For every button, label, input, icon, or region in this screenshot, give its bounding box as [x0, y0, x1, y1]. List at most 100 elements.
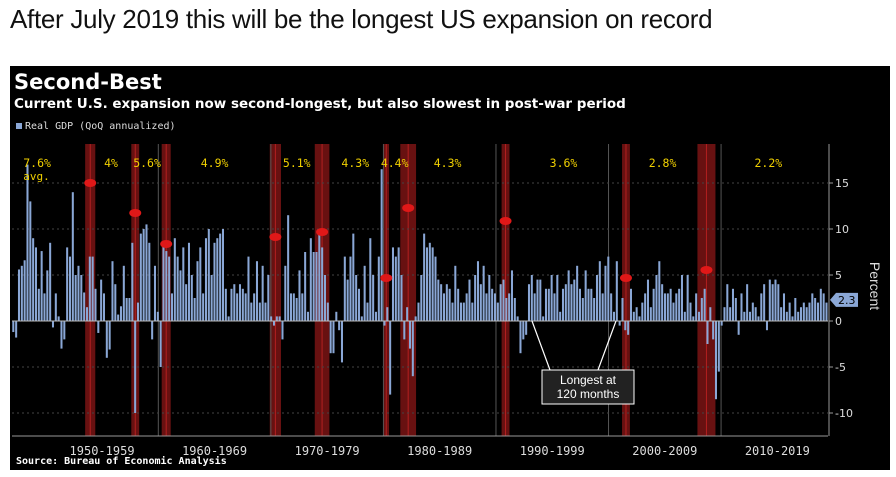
gdp-bar [187, 242, 190, 321]
gdp-bar [780, 307, 783, 321]
gdp-bar [139, 233, 142, 321]
gdp-bar [162, 242, 165, 321]
gdp-bar [618, 321, 621, 326]
gdp-bar [63, 321, 66, 340]
recession-marker [129, 209, 142, 217]
gdp-bar [196, 261, 199, 321]
gdp-bar [134, 321, 137, 413]
gdp-bar [258, 302, 261, 321]
gdp-bar [527, 284, 530, 321]
gdp-bar [805, 307, 808, 321]
gdp-bar [363, 265, 366, 321]
gdp-bar [153, 265, 156, 321]
gdp-bar [763, 284, 766, 321]
gdp-bar [615, 261, 618, 321]
gdp-bar [207, 229, 210, 321]
gdp-bar [706, 321, 709, 344]
gdp-bar [264, 302, 267, 321]
gdp-bar [230, 288, 233, 321]
gdp-bar [635, 307, 638, 321]
gdp-bar [544, 288, 547, 321]
headline: After July 2019 this will be the longest… [10, 4, 713, 34]
gdp-bar [210, 275, 213, 321]
gdp-bar [250, 302, 253, 321]
gdp-bar [255, 261, 258, 321]
gdp-bar [445, 284, 448, 321]
recession-marker [402, 204, 415, 212]
gdp-bar [496, 302, 499, 321]
gdp-bar [505, 298, 508, 321]
gdp-bar [369, 238, 372, 321]
gdp-bar [590, 288, 593, 321]
gdp-bar [66, 247, 69, 321]
legend-label: Real GDP (QoQ annualized) [25, 121, 176, 132]
gdp-bar [190, 275, 193, 321]
gdp-bar [434, 256, 437, 321]
gdp-bar [105, 321, 108, 358]
gdp-bar [672, 302, 675, 321]
gdp-bar [655, 275, 658, 321]
gdp-bar [802, 302, 805, 321]
gdp-bar [629, 288, 632, 321]
gdp-bar [91, 256, 94, 321]
gdp-bar [428, 242, 431, 321]
gdp-bar [479, 284, 482, 321]
gdp-bar [595, 275, 598, 321]
gdp-bar [94, 288, 97, 321]
gdp-bar [83, 292, 86, 321]
gdp-bar [309, 238, 312, 321]
gdp-bar [193, 298, 196, 321]
gdp-bar [584, 270, 587, 321]
gdp-bar [380, 169, 383, 321]
gdp-bar [312, 252, 315, 321]
gdp-bar [46, 270, 49, 321]
gdp-bar [32, 238, 35, 321]
gdp-bar [352, 233, 355, 321]
gdp-bar [638, 316, 641, 321]
gdp-bar [68, 256, 71, 321]
gdp-bar [165, 251, 168, 321]
gdp-bar [142, 229, 145, 321]
gdp-bar [442, 293, 445, 321]
gdp-bar [748, 311, 751, 321]
gdp-bar [482, 265, 485, 321]
y-tick-label: 10 [835, 223, 849, 236]
gdp-bar [236, 293, 239, 321]
gdp-bar [159, 321, 162, 367]
gdp-bar [340, 321, 343, 363]
gdp-bar [329, 321, 332, 354]
gdp-bar [125, 298, 128, 321]
gdp-bar [366, 302, 369, 321]
gdp-bar [40, 251, 43, 321]
gdp-bar [332, 321, 335, 354]
gdp-bar [652, 288, 655, 321]
recession-marker [316, 228, 329, 236]
gdp-bar [726, 284, 729, 321]
recession-marker [84, 179, 97, 187]
y-tick-label: 15 [835, 177, 849, 190]
gdp-bar [284, 265, 287, 321]
gdp-bar [550, 275, 553, 321]
gdp-bar [522, 321, 525, 340]
gdp-bar [601, 293, 604, 321]
gdp-bar [335, 311, 338, 321]
gdp-bar [632, 311, 635, 321]
gdp-bar [179, 270, 182, 321]
gdp-bar [29, 201, 32, 321]
gdp-bar [425, 247, 428, 321]
gdp-bar [261, 265, 264, 321]
expansion-average-label: 7.6% [23, 156, 51, 170]
gdp-bar [54, 293, 57, 321]
gdp-bar [420, 275, 423, 321]
gdp-bar [513, 298, 516, 321]
gdp-bar [227, 316, 230, 321]
gdp-bar [34, 247, 37, 321]
gdp-bar [819, 288, 822, 321]
gdp-bar [709, 307, 712, 321]
gdp-bar [383, 321, 386, 326]
gdp-bar [131, 242, 134, 321]
gdp-bar [377, 256, 380, 321]
gdp-bar [397, 247, 400, 321]
gdp-bar [168, 256, 171, 321]
gdp-bar [386, 307, 389, 321]
